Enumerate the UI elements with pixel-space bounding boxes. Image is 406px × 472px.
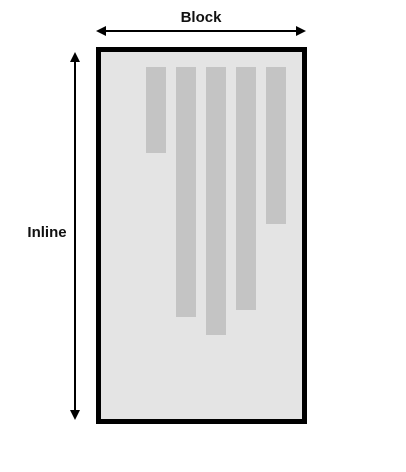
bars-group — [146, 67, 286, 335]
block-axis-right-arrowhead — [296, 26, 306, 36]
block-axis-left-arrowhead — [96, 26, 106, 36]
bar-3 — [206, 67, 226, 335]
block-axis-label: Block — [181, 9, 223, 26]
block-axis: Block — [96, 9, 306, 36]
inline-axis-label: Inline — [27, 224, 66, 241]
inline-axis-bottom-arrowhead — [70, 410, 80, 420]
bar-1 — [146, 67, 166, 153]
bar-2 — [176, 67, 196, 317]
bar-4 — [236, 67, 256, 310]
inline-axis-top-arrowhead — [70, 52, 80, 62]
inline-axis: Inline — [27, 52, 80, 420]
bar-5 — [266, 67, 286, 224]
